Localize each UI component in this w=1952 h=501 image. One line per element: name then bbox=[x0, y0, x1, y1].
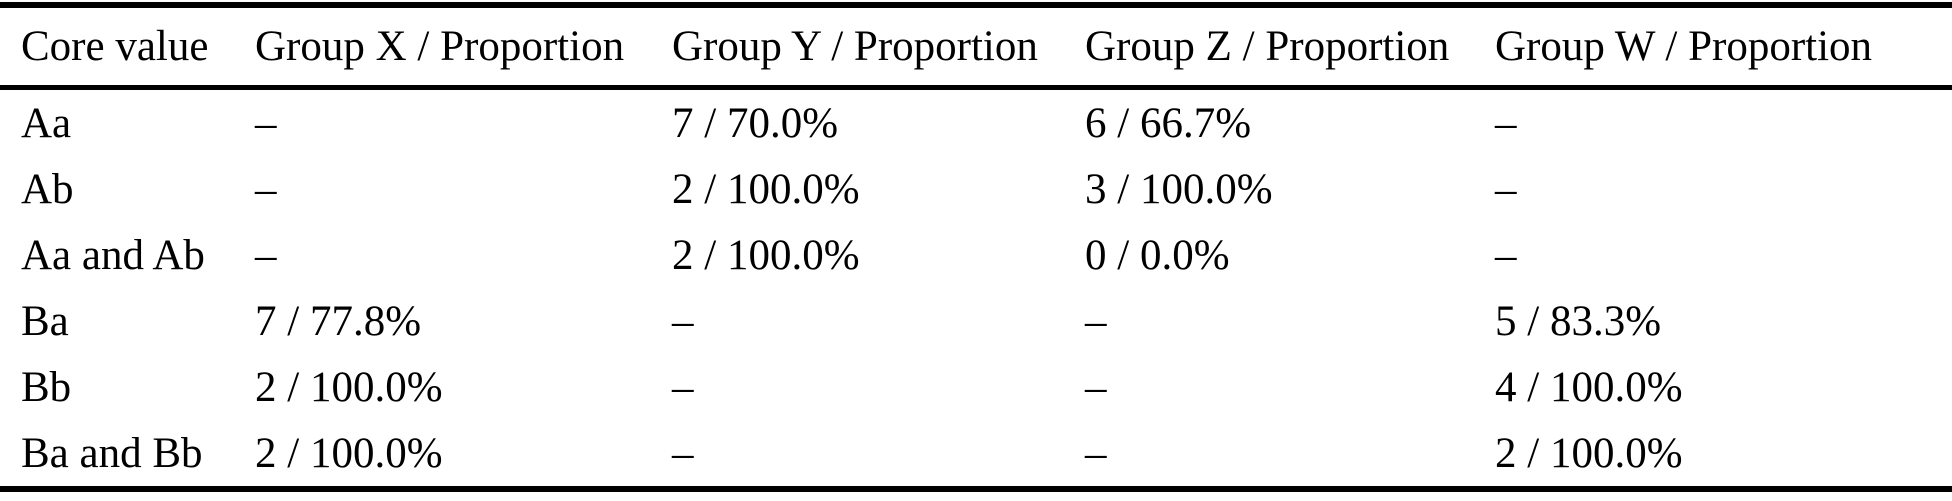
group-z-cell: 3 / 100.0% bbox=[1085, 165, 1273, 213]
group-x-cell: – bbox=[255, 99, 277, 147]
group-y-cell: – bbox=[672, 429, 694, 477]
group-x-cell: 2 / 100.0% bbox=[255, 429, 443, 477]
table-row: Aa – 7 / 70.0% 6 / 66.7% – bbox=[0, 88, 1952, 157]
core-value-cell: Ba and Bb bbox=[21, 429, 203, 477]
group-w-cell: 5 / 83.3% bbox=[1495, 297, 1662, 345]
table-row: Ba 7 / 77.8% – – 5 / 83.3% bbox=[0, 288, 1952, 354]
column-header-group-y: Group Y / Proportion bbox=[672, 5, 1085, 90]
group-y-cell: 2 / 100.0% bbox=[672, 231, 860, 279]
group-w-cell: 2 / 100.0% bbox=[1495, 429, 1683, 477]
group-y-cell: – bbox=[672, 297, 694, 345]
group-x-cell: – bbox=[255, 165, 277, 213]
core-value-cell: Ba bbox=[21, 297, 69, 345]
group-z-cell: – bbox=[1085, 429, 1107, 477]
group-z-cell: 6 / 66.7% bbox=[1085, 99, 1252, 147]
group-x-cell: 2 / 100.0% bbox=[255, 363, 443, 411]
group-x-cell: 7 / 77.8% bbox=[255, 297, 422, 345]
group-z-cell: – bbox=[1085, 363, 1107, 411]
table-row: Aa and Ab – 2 / 100.0% 0 / 0.0% – bbox=[0, 222, 1952, 288]
group-y-cell: 2 / 100.0% bbox=[672, 165, 860, 213]
group-z-cell: – bbox=[1085, 297, 1107, 345]
table-row: Ba and Bb 2 / 100.0% – – 2 / 100.0% bbox=[0, 420, 1952, 489]
group-w-cell: 4 / 100.0% bbox=[1495, 363, 1683, 411]
group-z-cell: 0 / 0.0% bbox=[1085, 231, 1230, 279]
core-value-cell: Ab bbox=[21, 165, 74, 213]
group-y-cell: – bbox=[672, 363, 694, 411]
group-x-cell: – bbox=[255, 231, 277, 279]
header-row: Core value Group X / Proportion Group Y … bbox=[0, 5, 1952, 90]
table-row: Ab – 2 / 100.0% 3 / 100.0% – bbox=[0, 156, 1952, 222]
table-row: Bb 2 / 100.0% – – 4 / 100.0% bbox=[0, 354, 1952, 420]
group-y-cell: 7 / 70.0% bbox=[672, 99, 839, 147]
column-header-group-z: Group Z / Proportion bbox=[1085, 5, 1495, 90]
group-w-cell: – bbox=[1495, 99, 1517, 147]
core-values-proportion-table: Core value Group X / Proportion Group Y … bbox=[0, 2, 1952, 492]
group-w-cell: – bbox=[1495, 165, 1517, 213]
column-header-core-value: Core value bbox=[0, 5, 255, 90]
group-w-cell: – bbox=[1495, 231, 1517, 279]
column-header-group-w: Group W / Proportion bbox=[1495, 5, 1952, 90]
core-value-cell: Aa bbox=[21, 99, 72, 147]
column-header-group-x: Group X / Proportion bbox=[255, 5, 672, 90]
core-value-cell: Bb bbox=[21, 363, 72, 411]
core-value-cell: Aa and Ab bbox=[21, 231, 205, 279]
